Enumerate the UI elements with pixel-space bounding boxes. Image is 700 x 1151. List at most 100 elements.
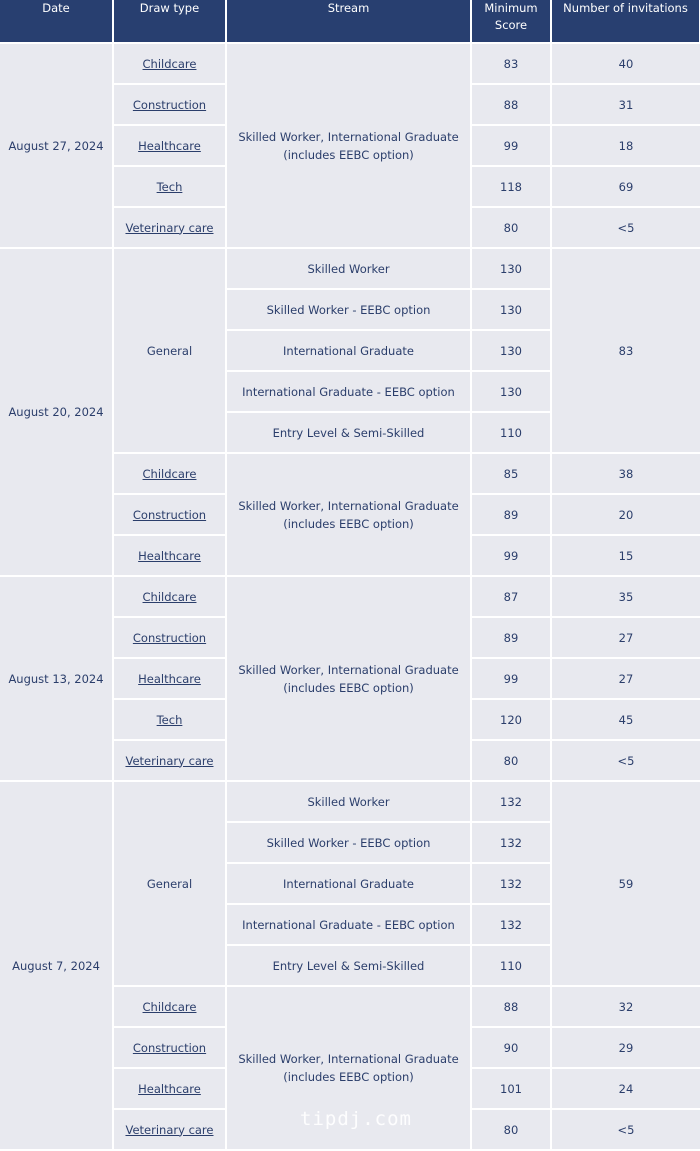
stream-cell: Skilled Worker - EEBC option [226,821,472,864]
minimum-score-cell: 85 [470,452,552,495]
minimum-score-cell: 89 [470,493,552,536]
draw-type-cell: Construction [113,493,227,536]
minimum-score-cell: 88 [470,985,552,1028]
minimum-score-cell: 99 [470,534,552,577]
draw-type-cell: Healthcare [113,657,227,700]
draw-type-link[interactable]: Healthcare [138,138,201,153]
draw-type-cell: Veterinary care [113,206,227,249]
date-cell: August 7, 2024 [0,780,114,1151]
invitations-cell: 29 [550,1026,700,1069]
table-row: Entry Level & Semi-Skilled 110 [0,944,700,987]
draw-type-cell: Construction [113,1026,227,1069]
draw-type-cell: Childcare [113,985,227,1028]
draw-type-link[interactable]: Veterinary care [125,220,214,235]
minimum-score-cell: 132 [470,780,552,823]
draw-type-cell: General [112,780,227,987]
minimum-score-cell: 132 [470,821,551,864]
minimum-score-cell: 99 [470,124,552,167]
draw-type-link[interactable]: Construction [132,630,207,645]
minimum-score-cell: 130 [470,329,551,372]
draw-type-link[interactable]: Childcare [142,999,197,1014]
invitations-cell: 20 [550,493,700,536]
minimum-score-cell: 88 [470,83,552,126]
invitations-cell: 15 [550,534,700,577]
table-row: Skilled Worker - EEBC option 130 [0,288,700,331]
draw-type-cell: Childcare [112,42,227,85]
stream-cell: Entry Level & Semi-Skilled [226,411,472,454]
draw-type-link[interactable]: Childcare [142,56,197,71]
minimum-score-cell: 110 [470,944,551,987]
header-stream: Stream [225,0,472,43]
table-row: Entry Level & Semi-Skilled 110 [0,411,700,454]
draw-type-cell: Healthcare [113,534,227,577]
minimum-score-cell: 89 [470,616,552,659]
invitations-cell: 27 [550,657,700,700]
table-row: International Graduate 130 [0,329,700,372]
draw-type-link[interactable]: Tech [156,179,183,194]
draw-type-cell: Tech [113,165,227,208]
header-invitations: Number of invitations [550,0,700,43]
header-row: Date Draw type Stream Minimum Score Numb… [0,0,700,43]
draw-type-link[interactable]: Tech [156,712,183,727]
stream-cell: International Graduate - EEBC option [226,903,472,946]
draw-type-link[interactable]: Veterinary care [125,753,214,768]
table-row: Construction 88 31 [0,83,700,126]
draw-type-link[interactable]: Healthcare [138,671,201,686]
table-row: Childcare Skilled Worker, International G… [0,985,700,1151]
table-row: August 7, 2024 General Skilled Worker 132 59 [0,780,700,1151]
minimum-score-cell: 99 [470,657,552,700]
minimum-score-cell: 83 [470,42,552,85]
watermark: tipdj.com [300,1108,412,1130]
draw-type-cell: Healthcare [113,1067,227,1110]
table-row: Healthcare 99 27 [0,657,700,700]
stream-cell: Skilled Worker - EEBC option [226,288,472,331]
table-row: Construction 89 27 [0,616,700,659]
draw-type-cell: Veterinary care [113,739,227,782]
table-row: Healthcare 101 24 [0,1067,700,1110]
header-draw-type: Draw type [112,0,227,43]
minimum-score-cell: 132 [470,862,551,905]
draw-type-link[interactable]: Construction [132,1040,207,1055]
invitations-cell: <5 [550,206,700,249]
draw-type-link[interactable]: Healthcare [138,548,201,563]
invitations-cell: 27 [550,616,700,659]
minimum-score-cell: 110 [470,411,551,454]
invitations-cell: 59 [550,780,700,987]
draw-type-link[interactable]: Childcare [142,466,197,481]
invitations-cell: <5 [550,1108,700,1151]
draw-type-link[interactable]: Childcare [142,589,197,604]
invitations-cell: 40 [550,42,700,85]
draw-type-link[interactable]: Veterinary care [125,1122,214,1137]
date-cell: August 27, 2024 [0,42,114,249]
draw-type-link[interactable]: Healthcare [138,1081,201,1096]
table-row: International Graduate 132 [0,862,700,905]
table-row: Tech 118 69 [0,165,700,208]
table-row: Veterinary care 80 <5 [0,739,700,782]
minimum-score-cell: 80 [470,739,552,782]
draw-type-link[interactable]: Construction [132,97,207,112]
minimum-score-cell: 90 [470,1026,552,1069]
minimum-score-cell: 80 [470,206,552,249]
draw-type-link[interactable]: Construction [132,507,207,522]
invitations-cell: 31 [550,83,700,126]
invitations-cell: 38 [550,452,700,495]
invitations-cell: 18 [550,124,700,167]
table-row: International Graduate - EEBC option 130 [0,370,700,413]
minimum-score-cell: 87 [470,575,552,618]
invitations-cell: 35 [550,575,700,618]
invitations-cell: <5 [550,739,700,782]
stream-cell: Skilled Worker, International Graduate (… [225,452,472,577]
date-cell: August 13, 2024 [0,575,114,782]
draw-type-cell: Childcare [112,575,227,618]
date-cell: August 20, 2024 [0,247,114,577]
stream-cell: International Graduate [226,862,472,905]
table-row: August 13, 2024 Childcare Skilled Worker, … [0,575,700,782]
draw-type-cell: Tech [113,698,227,741]
draw-type-cell: Veterinary care [113,1108,227,1151]
table-row: August 20, 2024 General Skilled Worker 130 8… [0,247,700,577]
minimum-score-cell: 132 [470,903,551,946]
table-row: Tech 120 45 [0,698,700,741]
stream-cell: Skilled Worker, International Graduate (… [225,42,472,249]
table-row: Construction 90 29 [0,1026,700,1069]
